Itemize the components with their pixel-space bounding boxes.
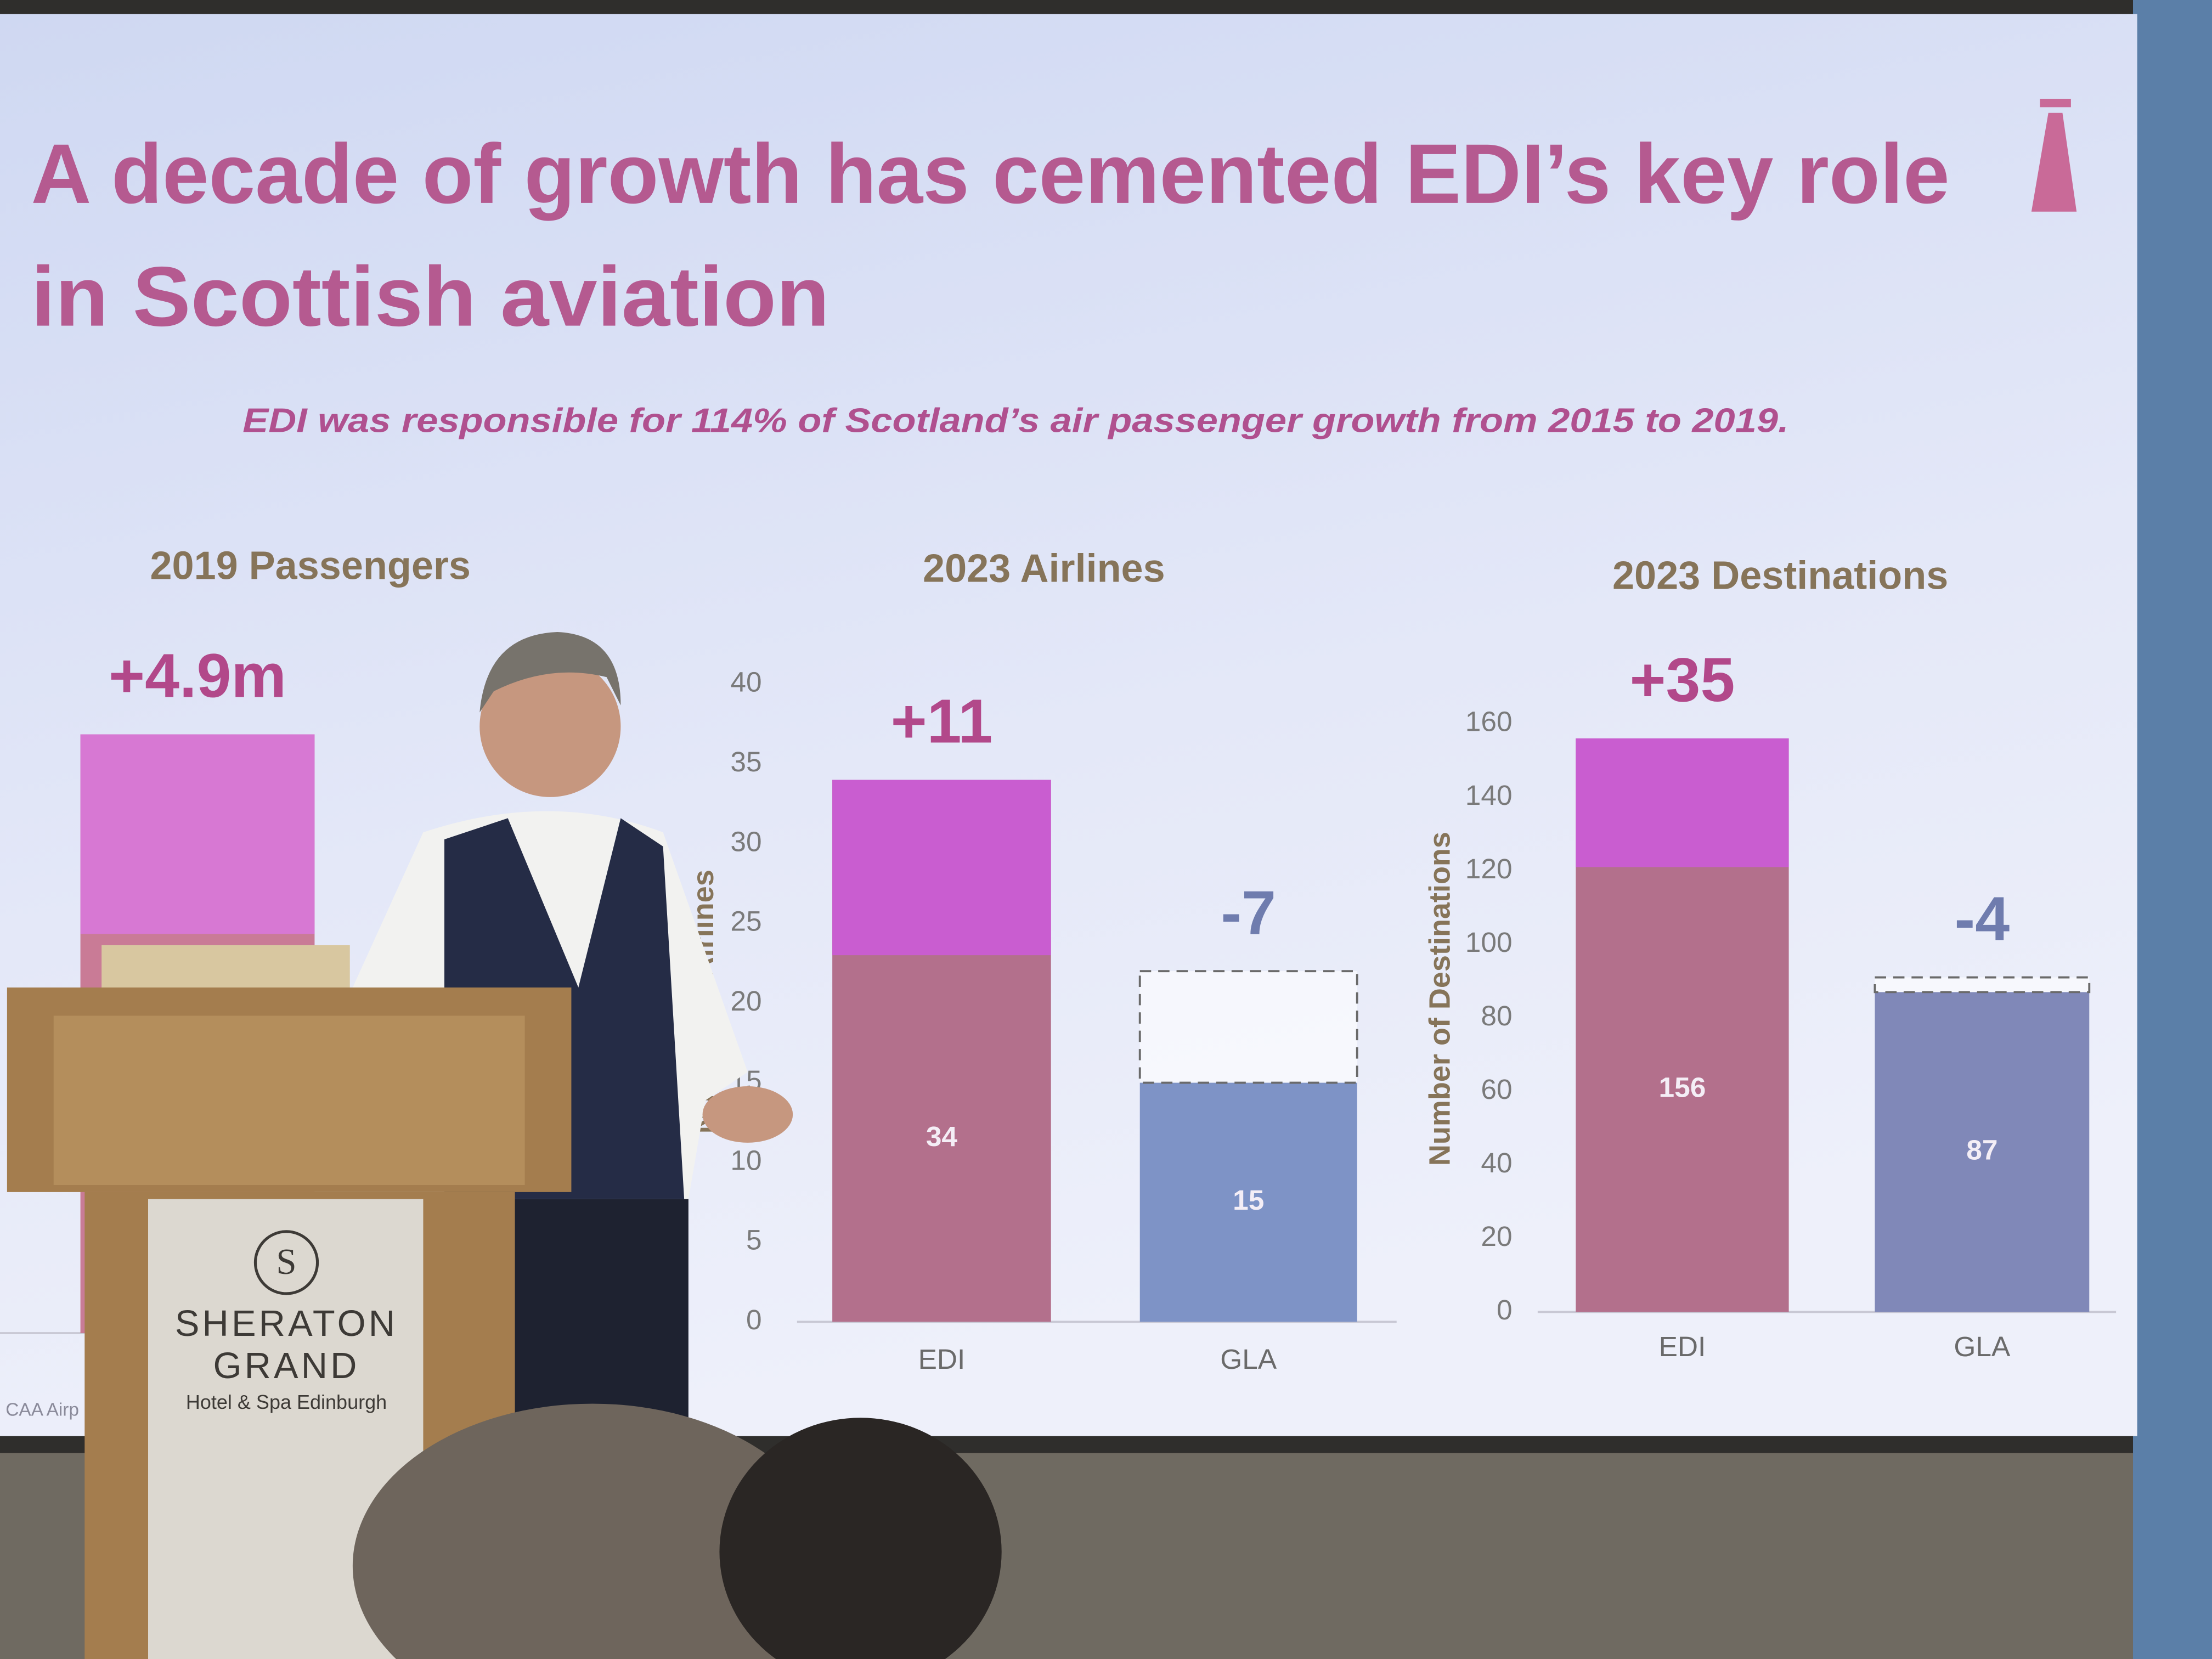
hair <box>479 632 621 713</box>
slide-title: in Scottish aviation <box>31 249 830 344</box>
bar <box>1139 1082 1357 1322</box>
y-tick-label: 120 <box>1465 853 1513 884</box>
y-tick-label: 0 <box>746 1304 762 1335</box>
y-tick-label: 40 <box>730 666 761 698</box>
window <box>2133 0 2212 1659</box>
brand: SHERATON <box>175 1303 398 1344</box>
laptop <box>101 945 350 991</box>
head <box>352 1403 833 1659</box>
data-label: 156 <box>1659 1071 1706 1103</box>
y-tick-label: 25 <box>730 905 761 937</box>
y-tick-label: 20 <box>1481 1220 1512 1252</box>
growth-segment <box>80 734 315 934</box>
head <box>719 1418 1002 1659</box>
slide-title: A decade of growth has cemented EDI’s ke… <box>31 126 1950 221</box>
change-label: -7 <box>1221 878 1276 947</box>
podium-panel <box>53 1015 525 1185</box>
y-axis-label: Number of Destinations <box>1423 832 1456 1166</box>
brand-logo <box>253 1230 319 1295</box>
hand <box>702 1086 793 1143</box>
y-tick-label: 140 <box>1465 779 1513 811</box>
decline-outline <box>1138 970 1358 1084</box>
bar <box>1875 992 2090 1312</box>
chart-title: 2019 Passengers <box>150 544 470 588</box>
data-label: 34 <box>926 1120 958 1152</box>
slide-subtitle: EDI was responsible for 114% of Scotland… <box>242 402 1788 440</box>
x-tick-label: GLA <box>1954 1330 2011 1362</box>
change-label: +35 <box>1629 645 1735 714</box>
y-tick-label: 60 <box>1481 1073 1512 1105</box>
chart-title: 2023 Destinations <box>1612 554 1948 597</box>
x-tick-label: EDI <box>1659 1330 1706 1362</box>
source: CAA Airp <box>5 1400 79 1420</box>
chart-title: 2023 Airlines <box>923 546 1165 590</box>
brand: GRAND <box>213 1345 359 1386</box>
logo <box>2031 99 2077 212</box>
data-label: 87 <box>1966 1133 1997 1165</box>
growth-segment <box>832 780 1051 956</box>
change-label: -4 <box>1955 884 2010 953</box>
charts: 2019 Passengers +4.9m 2023 Airlines Number … <box>0 544 2117 1375</box>
y-tick-label: 35 <box>730 746 761 777</box>
y-tick-label: 20 <box>730 985 761 1017</box>
y-tick-label: 100 <box>1465 926 1513 958</box>
change-label: +4.9m <box>109 641 286 710</box>
y-tick-label: 30 <box>730 825 761 857</box>
growth-segment <box>1576 738 1789 867</box>
y-tick-label: 10 <box>730 1144 761 1176</box>
y-tick-label: 160 <box>1465 706 1513 737</box>
brand-sub: Hotel & Spa Edinburgh <box>186 1391 387 1413</box>
brand-logo-letter: S <box>276 1242 296 1282</box>
data-label: 15 <box>1233 1184 1264 1216</box>
y-tick-label: 0 <box>1497 1294 1513 1325</box>
audience <box>352 1403 1002 1659</box>
head <box>479 656 621 797</box>
y-tick-label: 5 <box>746 1224 762 1256</box>
x-tick-label: EDI <box>918 1343 966 1375</box>
trousers <box>510 1185 689 1425</box>
y-tick-label: 80 <box>1481 1000 1512 1031</box>
change-label: +11 <box>891 687 993 756</box>
x-tick-label: GLA <box>1220 1343 1277 1375</box>
decline-outline <box>1874 976 2091 994</box>
y-tick-label: 40 <box>1481 1147 1512 1178</box>
